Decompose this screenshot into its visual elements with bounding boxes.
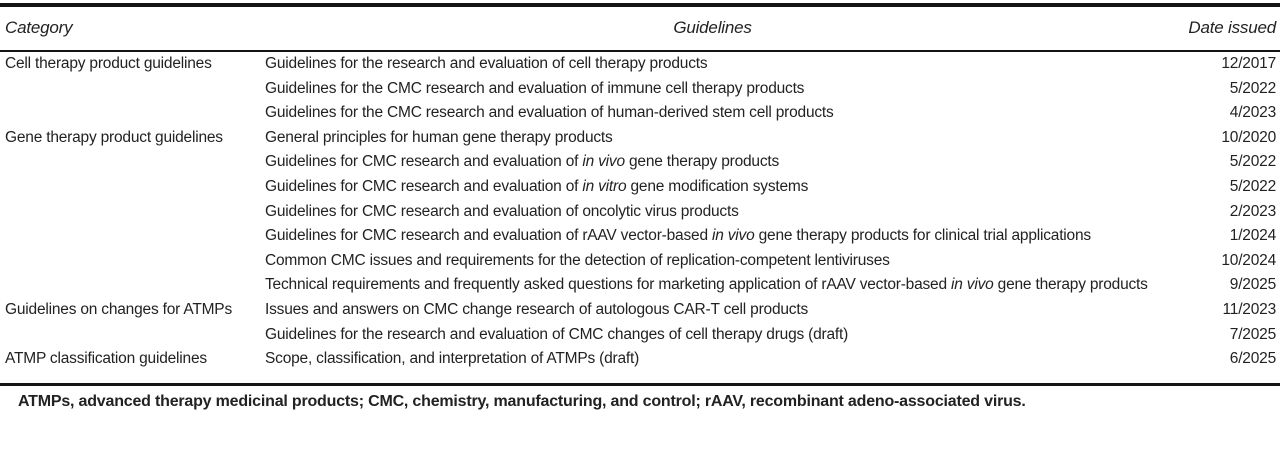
date-cell: 10/2020 — [1221, 128, 1276, 146]
text-segment: Technical requirements and frequently as… — [265, 276, 952, 294]
text-segment: Guidelines for the CMC research and eval… — [265, 104, 834, 122]
text-segment: Common CMC issues and requirements for t… — [265, 251, 890, 269]
text-segment: gene therapy products — [993, 276, 1148, 294]
guideline-cell: Scope, classification, and interpretatio… — [245, 347, 1180, 384]
header-row: Category Guidelines Date issued — [0, 5, 1280, 51]
italic-term: in vivo — [582, 153, 625, 171]
table-row: Cell therapy product guidelines Guidelin… — [0, 51, 1280, 77]
guideline-cell: Guidelines for CMC research and evaluati… — [245, 200, 1180, 225]
category-cell: Gene therapy product guidelines — [5, 128, 223, 146]
header-date-issued: Date issued — [1188, 18, 1276, 37]
guideline-cell: Guidelines for the research and evaluati… — [245, 51, 1180, 77]
text-segment: Guidelines for CMC research and evaluati… — [265, 202, 739, 220]
text-segment: General principles for human gene therap… — [265, 128, 613, 146]
date-cell: 5/2022 — [1229, 177, 1276, 195]
table-row: ATMP classification guidelines Scope, cl… — [0, 347, 1280, 384]
date-cell: 7/2025 — [1229, 325, 1276, 343]
text-segment: gene therapy products — [624, 153, 780, 171]
table-footnote: ATMPs, advanced therapy medicinal produc… — [18, 392, 1026, 410]
date-cell: 1/2024 — [1229, 227, 1276, 245]
text-segment: Guidelines for the CMC research and eval… — [265, 79, 805, 97]
table-row: Guidelines on changes for ATMPs Issues a… — [0, 298, 1280, 323]
table-row: Gene therapy product guidelines General … — [0, 126, 1280, 151]
category-cell: Guidelines on changes for ATMPs — [5, 300, 232, 318]
guideline-cell: Issues and answers on CMC change researc… — [245, 298, 1180, 323]
table-row: Guidelines for the CMC research and eval… — [0, 101, 1280, 126]
guideline-cell: Guidelines for CMC research and evaluati… — [245, 175, 1180, 200]
category-cell — [0, 224, 245, 249]
date-cell: 5/2022 — [1229, 79, 1276, 97]
date-cell: 10/2024 — [1221, 251, 1276, 269]
table-row: Guidelines for CMC research and evaluati… — [0, 150, 1280, 175]
guideline-cell: Guidelines for CMC research and evaluati… — [245, 224, 1180, 249]
date-cell: 5/2022 — [1229, 153, 1276, 171]
table-row: Technical requirements and frequently as… — [0, 273, 1280, 298]
date-cell: 6/2025 — [1229, 350, 1276, 368]
table-row: Guidelines for CMC research and evaluati… — [0, 200, 1280, 225]
guideline-cell: Technical requirements and frequently as… — [245, 273, 1180, 298]
text-segment: Guidelines for the research and evaluati… — [265, 55, 708, 72]
category-cell — [0, 273, 245, 298]
guideline-cell: Guidelines for the CMC research and eval… — [245, 77, 1180, 102]
italic-term: in vitro — [582, 177, 627, 195]
text-segment: Guidelines for CMC research and evaluati… — [265, 177, 583, 195]
table-row: Guidelines for CMC research and evaluati… — [0, 175, 1280, 200]
category-cell — [0, 101, 245, 126]
table-row: Guidelines for the research and evaluati… — [0, 323, 1280, 348]
category-cell — [0, 150, 245, 175]
table-row: Guidelines for the CMC research and eval… — [0, 77, 1280, 102]
category-cell — [0, 249, 245, 274]
date-cell: 4/2023 — [1229, 104, 1276, 122]
text-segment: Guidelines for CMC research and evaluati… — [265, 153, 583, 171]
guideline-cell: General principles for human gene therap… — [245, 126, 1180, 151]
header-guidelines: Guidelines — [673, 18, 752, 37]
guideline-cell: Guidelines for the research and evaluati… — [245, 323, 1180, 348]
category-cell: Cell therapy product guidelines — [5, 55, 212, 72]
text-segment: gene therapy products for clinical trial… — [754, 227, 1092, 245]
date-cell: 11/2023 — [1222, 300, 1277, 318]
italic-term: in vivo — [711, 227, 755, 245]
text-segment: gene modification systems — [626, 177, 809, 195]
guideline-cell: Common CMC issues and requirements for t… — [245, 249, 1180, 274]
category-cell — [0, 77, 245, 102]
table-header: Category Guidelines Date issued — [0, 5, 1280, 51]
italic-term: in vivo — [951, 276, 994, 294]
category-cell: ATMP classification guidelines — [5, 350, 207, 368]
text-segment: Scope, classification, and interpretatio… — [265, 350, 640, 368]
category-cell — [0, 175, 245, 200]
guideline-cell: Guidelines for the CMC research and eval… — [245, 101, 1180, 126]
guideline-cell: Guidelines for CMC research and evaluati… — [245, 150, 1180, 175]
text-segment: Guidelines for CMC research and evaluati… — [265, 227, 712, 245]
date-cell: 2/2023 — [1229, 202, 1276, 220]
table-row: Guidelines for CMC research and evaluati… — [0, 224, 1280, 249]
date-cell: 9/2025 — [1229, 276, 1276, 294]
category-cell — [0, 323, 245, 348]
text-segment: Guidelines for the research and evaluati… — [265, 325, 849, 343]
header-category: Category — [5, 18, 73, 37]
text-segment: Issues and answers on CMC change researc… — [265, 300, 808, 318]
table-row: Common CMC issues and requirements for t… — [0, 249, 1280, 274]
table-body: Cell therapy product guidelines Guidelin… — [0, 51, 1280, 384]
date-cell: 12/2017 — [1221, 55, 1276, 72]
guidelines-table: Category Guidelines Date issued Cell the… — [0, 3, 1280, 386]
category-cell — [0, 200, 245, 225]
